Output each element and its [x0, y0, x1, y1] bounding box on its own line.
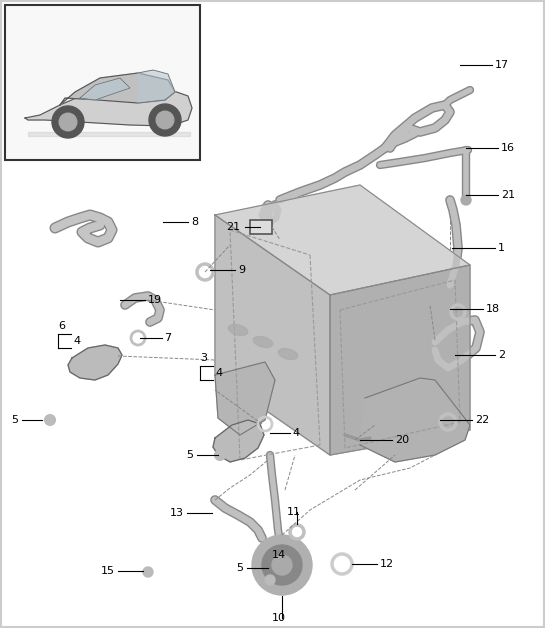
Text: 11: 11	[287, 507, 301, 517]
Bar	[5, 5, 200, 160]
Polygon shape	[80, 78, 130, 100]
Circle shape	[45, 415, 55, 425]
Bar	[250, 220, 272, 234]
Text: 22: 22	[475, 415, 489, 425]
Text: 19: 19	[148, 295, 162, 305]
Circle shape	[252, 535, 312, 595]
Polygon shape	[215, 215, 330, 455]
Text: 4: 4	[73, 336, 80, 346]
Text: 1: 1	[498, 243, 505, 253]
Text: 20: 20	[395, 435, 409, 445]
Circle shape	[215, 450, 225, 460]
Polygon shape	[215, 350, 470, 455]
Text: 2: 2	[498, 350, 505, 360]
Ellipse shape	[228, 325, 248, 335]
Polygon shape	[68, 345, 122, 380]
Ellipse shape	[253, 337, 272, 347]
Text: 21: 21	[501, 190, 515, 200]
Text: 17: 17	[495, 60, 509, 70]
Circle shape	[272, 555, 292, 575]
Text: 15: 15	[101, 566, 115, 576]
Text: 3: 3	[200, 353, 207, 363]
Text: 5: 5	[186, 450, 193, 460]
Circle shape	[149, 104, 181, 136]
Polygon shape	[213, 420, 264, 462]
Text: 9: 9	[238, 265, 245, 275]
Text: 21: 21	[226, 222, 240, 232]
Circle shape	[59, 113, 77, 131]
Text: 10: 10	[272, 613, 286, 623]
Text: 4: 4	[292, 428, 299, 438]
Text: 5: 5	[11, 415, 18, 425]
Text: 12: 12	[380, 559, 394, 569]
Ellipse shape	[278, 349, 298, 359]
Text: 6: 6	[58, 321, 65, 331]
Polygon shape	[60, 73, 175, 105]
Text: 13: 13	[170, 508, 184, 518]
Polygon shape	[360, 378, 470, 462]
Text: 5: 5	[236, 563, 243, 573]
Circle shape	[461, 195, 471, 205]
Text: 4: 4	[215, 368, 222, 378]
Polygon shape	[330, 265, 470, 455]
Text: 18: 18	[486, 304, 500, 314]
Text: 16: 16	[501, 143, 515, 153]
Text: 8: 8	[191, 217, 198, 227]
Circle shape	[52, 106, 84, 138]
Circle shape	[156, 111, 174, 129]
Text: 14: 14	[272, 550, 286, 560]
Circle shape	[262, 545, 302, 585]
Polygon shape	[138, 70, 175, 103]
Polygon shape	[215, 362, 275, 435]
Polygon shape	[25, 85, 192, 126]
Text: 7: 7	[164, 333, 171, 343]
Polygon shape	[215, 185, 470, 295]
Circle shape	[265, 575, 275, 585]
Circle shape	[143, 567, 153, 577]
